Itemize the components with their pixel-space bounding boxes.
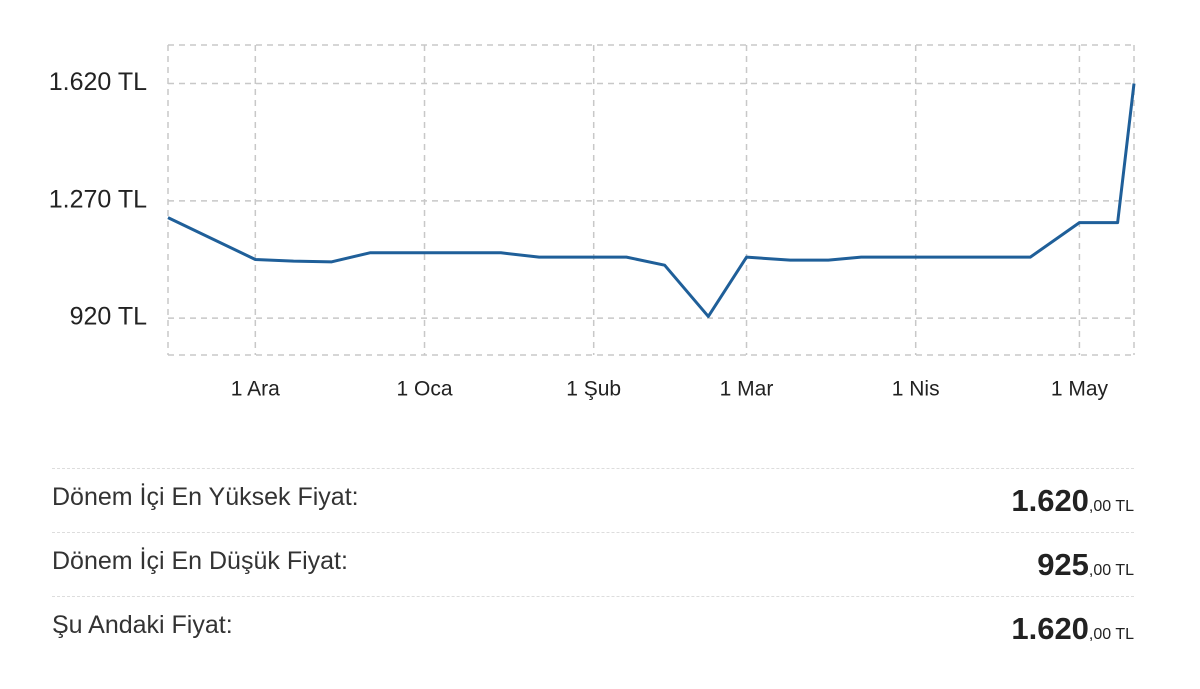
x-tick-label: 1 Mar xyxy=(720,378,774,401)
stat-value: 1.620 xyxy=(1011,610,1089,646)
stat-value-box: 1.620,00 TL xyxy=(1011,483,1134,519)
stat-value: 925 xyxy=(1037,546,1089,582)
x-tick-label: 1 Oca xyxy=(396,378,452,401)
stat-label: Dönem İçi En Yüksek Fiyat: xyxy=(52,483,359,511)
stat-suffix: ,00 TL xyxy=(1088,625,1134,643)
x-tick-label: 1 Nis xyxy=(892,378,940,401)
stat-value: 1.620 xyxy=(1011,482,1089,518)
stat-value-box: 925,00 TL xyxy=(1037,547,1134,583)
x-tick-label: 1 Ara xyxy=(231,378,280,401)
stat-suffix: ,00 TL xyxy=(1088,561,1134,579)
y-tick-label: 920 TL xyxy=(70,303,147,331)
stat-suffix: ,00 TL xyxy=(1088,497,1134,515)
stats: Dönem İçi En Yüksek Fiyat: 1.620,00 TL Dön… xyxy=(52,468,1134,660)
stat-row: Dönem İçi En Yüksek Fiyat: 1.620,00 TL xyxy=(52,468,1134,532)
stat-value-box: 1.620,00 TL xyxy=(1011,611,1134,647)
x-tick-label: 1 May xyxy=(1051,378,1109,401)
x-tick-label: 1 Şub xyxy=(566,378,621,401)
chart: 920 TL 1.270 TL 1.620 TL 1 Ara 1 Oca 1 Şub 1 M… xyxy=(49,44,1136,401)
stat-label: Dönem İçi En Düşük Fiyat: xyxy=(52,547,348,575)
price-line xyxy=(167,83,1136,318)
stat-label: Şu Andaki Fiyat: xyxy=(52,611,233,639)
stat-row: Şu Andaki Fiyat: 1.620,00 TL xyxy=(52,596,1134,660)
y-tick-label: 1.620 TL xyxy=(49,68,147,96)
stat-row: Dönem İçi En Düşük Fiyat: 925,00 TL xyxy=(52,532,1134,596)
y-tick-label: 1.270 TL xyxy=(49,185,147,213)
